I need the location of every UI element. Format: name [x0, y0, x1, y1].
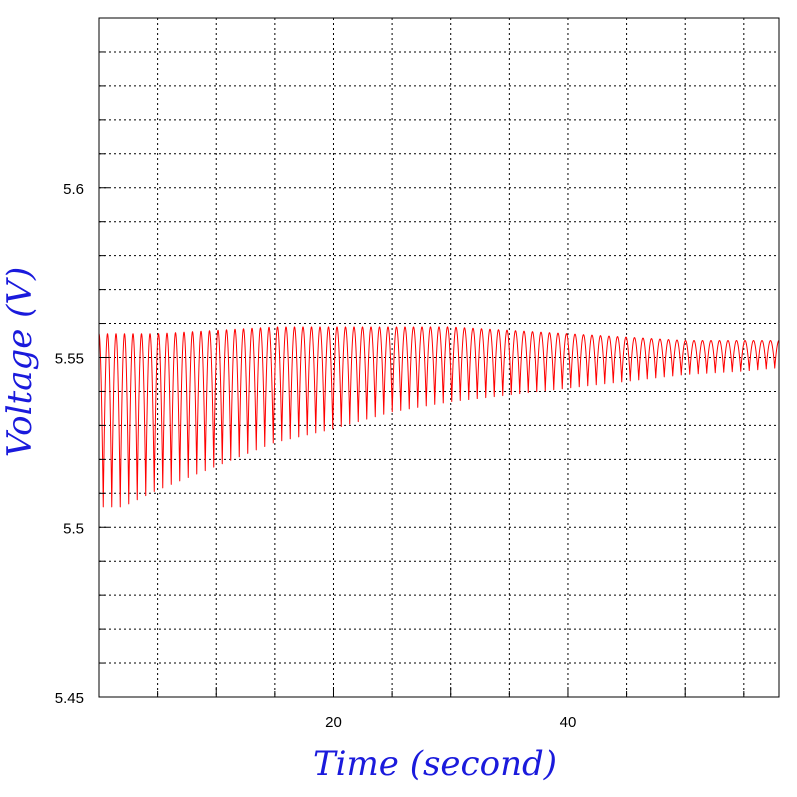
x-tick-label: 20 [325, 714, 342, 731]
x-tick-labels: 20 40 [325, 714, 576, 731]
y-tick-label: 5.5 [63, 520, 84, 537]
y-tick-labels: 5.45 5.5 5.55 5.6 [55, 181, 84, 707]
x-axis-title: Time (second) [313, 744, 557, 784]
y-tick-label: 5.6 [63, 181, 84, 198]
series-layer [98, 326, 780, 508]
y-axis-title: Voltage (V) [0, 267, 40, 458]
voltage-series-line [98, 326, 780, 508]
y-tick-label: 5.45 [55, 690, 84, 707]
grid-lines [99, 18, 779, 698]
tick-marks [99, 17, 745, 698]
x-tick-label: 40 [560, 714, 577, 731]
y-tick-label: 5.55 [55, 351, 84, 368]
